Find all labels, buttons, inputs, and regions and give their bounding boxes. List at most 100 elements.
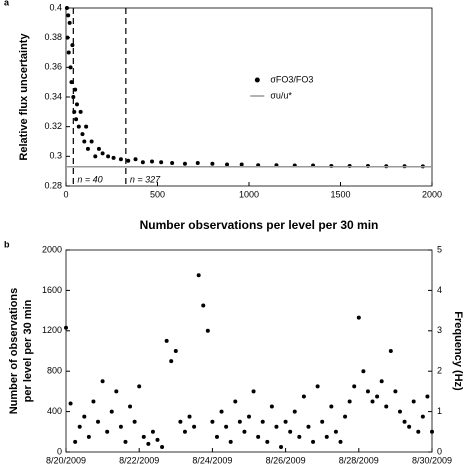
- data-point: [256, 434, 261, 439]
- data-point: [333, 429, 338, 434]
- x-tick-label: 8/26/2009: [266, 455, 306, 465]
- data-point: [228, 439, 233, 444]
- data-point: [82, 414, 87, 419]
- y-tick-label: 800: [47, 366, 62, 376]
- data-point: [72, 109, 77, 114]
- data-point: [65, 35, 70, 40]
- data-point: [170, 161, 175, 166]
- data-point: [352, 384, 357, 389]
- data-point: [84, 124, 89, 129]
- data-point: [137, 384, 142, 389]
- legend-label: σu/u*: [270, 90, 292, 100]
- data-point: [73, 439, 78, 444]
- data-point: [73, 87, 78, 92]
- y2-tick-label: 2: [437, 366, 442, 376]
- data-point: [251, 389, 256, 394]
- y-tick-label: 400: [47, 406, 62, 416]
- data-point: [311, 439, 316, 444]
- data-point: [68, 65, 73, 70]
- data-point: [324, 434, 329, 439]
- data-point: [237, 419, 242, 424]
- data-point: [159, 160, 164, 165]
- data-point: [375, 394, 380, 399]
- plot-frame: [65, 249, 433, 453]
- data-point: [105, 429, 110, 434]
- data-point: [195, 161, 200, 166]
- data-point: [66, 50, 71, 55]
- y-axis-label: Relative flux uncertainty: [18, 33, 30, 161]
- x-tick-label: 1500: [330, 189, 350, 199]
- data-point: [126, 158, 131, 163]
- data-point: [100, 379, 105, 384]
- x-tick-label: 0: [63, 189, 68, 199]
- data-point: [425, 394, 430, 399]
- y-axis-label: Number of observations: [8, 288, 20, 415]
- data-point: [201, 303, 206, 308]
- data-point: [239, 162, 244, 167]
- data-point: [320, 419, 325, 424]
- data-point: [187, 414, 192, 419]
- data-point: [80, 132, 85, 137]
- legend-swatch: [254, 77, 260, 83]
- threshold-label: n = 40: [77, 174, 102, 184]
- data-point: [269, 404, 274, 409]
- data-point: [315, 384, 320, 389]
- data-point: [214, 434, 219, 439]
- x-tick-label: 8/24/2009: [192, 455, 232, 465]
- data-point: [420, 414, 425, 419]
- data-point: [74, 117, 79, 122]
- data-point: [260, 419, 265, 424]
- data-point: [301, 394, 306, 399]
- data-point: [182, 161, 187, 166]
- data-point: [132, 419, 137, 424]
- y2-tick-label: 5: [437, 244, 442, 254]
- threshold-label: n = 327: [130, 174, 161, 184]
- data-point: [388, 349, 393, 353]
- y-tick-label: 0.32: [44, 121, 62, 131]
- data-point: [283, 419, 288, 424]
- data-point: [347, 399, 352, 404]
- data-point: [173, 349, 178, 353]
- data-point: [86, 434, 91, 439]
- data-point: [77, 424, 82, 429]
- data-point: [306, 424, 311, 429]
- x-tick-label: 2000: [422, 189, 442, 199]
- data-point: [407, 424, 412, 429]
- data-point: [402, 419, 407, 424]
- data-point: [329, 404, 334, 409]
- data-point: [82, 139, 87, 144]
- data-point: [91, 399, 96, 404]
- data-point: [123, 439, 128, 444]
- data-point: [140, 160, 145, 165]
- data-point: [397, 409, 402, 414]
- y2-tick-label: 1: [437, 406, 442, 416]
- data-point: [205, 328, 210, 333]
- y-tick-label: 0.3: [49, 151, 62, 161]
- data-point: [210, 161, 215, 166]
- y-axis-label: per level per 30 min: [22, 299, 34, 402]
- data-point: [150, 429, 155, 434]
- data-point: [292, 409, 297, 414]
- data-point: [118, 157, 123, 162]
- data-point: [233, 399, 238, 404]
- y-tick-label: 0.34: [44, 91, 62, 101]
- y-tick-label: 1200: [42, 325, 62, 335]
- data-point: [265, 439, 270, 444]
- data-point: [379, 379, 384, 384]
- y-tick-label: 0.4: [49, 2, 62, 12]
- data-point: [224, 424, 229, 429]
- data-point: [430, 429, 434, 434]
- data-point: [64, 325, 68, 330]
- data-point: [67, 20, 72, 25]
- y2-axis-label: Frequency (Hz): [452, 311, 464, 391]
- data-point: [85, 146, 90, 151]
- data-point: [150, 159, 155, 164]
- data-point: [96, 146, 101, 151]
- data-point: [111, 155, 116, 160]
- y-tick-label: 1600: [42, 285, 62, 295]
- panel-label: b: [4, 239, 10, 249]
- data-point: [100, 151, 105, 156]
- data-point: [338, 439, 343, 444]
- panel-label: a: [4, 0, 10, 7]
- data-point: [274, 424, 279, 429]
